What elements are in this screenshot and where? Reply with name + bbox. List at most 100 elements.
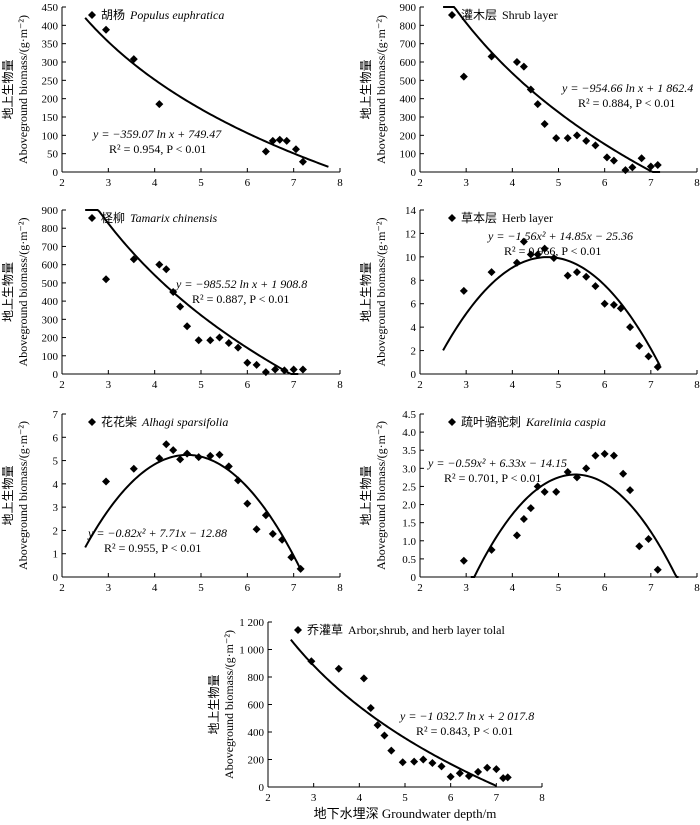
data-point <box>626 323 635 332</box>
y-tick-label: 400 <box>42 296 59 308</box>
y-tick-label: 2 <box>53 525 59 537</box>
x-tick-label: 3 <box>463 177 469 189</box>
data-point <box>176 302 185 311</box>
y-tick-label: 0 <box>53 572 59 584</box>
data-point <box>289 365 298 374</box>
y-axis-label-en: Aboveground biomass/(g·m⁻²) <box>16 15 30 164</box>
y-tick-label: 400 <box>248 727 265 739</box>
data-point <box>334 664 343 673</box>
data-point <box>268 529 277 538</box>
panel-title-zh: 灌木层 <box>461 8 497 22</box>
data-point <box>252 360 261 369</box>
data-point <box>533 250 542 259</box>
y-tick-label: 100 <box>42 351 59 363</box>
y-tick-label: 0 <box>53 167 59 179</box>
data-point <box>644 352 653 361</box>
y-tick-label: 1 <box>53 549 59 561</box>
x-tick-label: 6 <box>448 792 454 804</box>
y-tick-label: 2.5 <box>402 481 416 493</box>
fit-r2: R² = 0.887, P < 0.01 <box>192 292 289 306</box>
y-tick-label: 7 <box>53 409 59 421</box>
x-tick-label: 8 <box>337 177 343 189</box>
data-point <box>487 52 496 61</box>
y-tick-label: 5 <box>53 456 59 468</box>
fit-r2: R² = 0.701, P < 0.01 <box>444 471 541 485</box>
data-point <box>155 454 164 463</box>
data-point <box>183 322 192 331</box>
y-axis-label-zh: 地上生物量 <box>1 262 15 322</box>
chart-panel-2: 0 100 200 300 400 500 600 700 800 900 2 3 4 5 6 7 8 地上生物量… <box>359 2 700 189</box>
y-axis-label-en: Aboveground biomass/(g·m⁻²) <box>16 218 30 367</box>
data-point <box>268 136 277 145</box>
data-point <box>512 531 521 540</box>
panel-title-zh: 乔灌草 <box>307 623 343 637</box>
x-tick-label: 2 <box>265 792 271 804</box>
data-point <box>215 333 224 342</box>
fit-equation: y = −359.07 ln x + 749.47 <box>92 127 222 141</box>
data-point <box>298 365 307 374</box>
data-point <box>176 455 185 464</box>
x-tick-label: 5 <box>556 379 562 391</box>
fit-equation: y = −954.66 ln x + 1 862.4 <box>561 81 693 95</box>
y-axis-label-en: Aboveground biomass/(g·m⁻²) <box>374 218 388 367</box>
data-point <box>572 268 581 277</box>
legend-marker <box>448 418 456 426</box>
data-point <box>129 55 138 64</box>
x-tick-label: 8 <box>337 379 343 391</box>
legend-marker <box>448 214 456 222</box>
fit-equation: y = −985.52 ln x + 1 908.8 <box>175 277 307 291</box>
panel-title-en: Herb layer <box>502 211 553 225</box>
data-point <box>512 58 521 66</box>
data-point <box>261 368 270 377</box>
data-point <box>234 343 243 352</box>
data-point <box>428 758 437 767</box>
data-point <box>483 763 492 772</box>
data-point <box>563 134 572 143</box>
data-point <box>653 161 662 170</box>
y-tick-label: 0 <box>259 782 265 794</box>
y-tick-label: 100 <box>400 149 417 161</box>
fit-curve <box>442 256 661 367</box>
data-point <box>224 462 233 471</box>
x-tick-label: 5 <box>556 177 562 189</box>
x-tick-label: 8 <box>539 792 545 804</box>
data-point <box>540 244 549 253</box>
data-point <box>552 134 561 143</box>
y-tick-label: 14 <box>405 205 417 217</box>
data-point <box>653 362 662 371</box>
data-point <box>206 336 215 345</box>
data-point <box>591 141 600 150</box>
data-point <box>653 565 662 574</box>
x-tick-label: 7 <box>494 792 500 804</box>
y-tick-label: 800 <box>42 223 59 235</box>
x-tick-label: 7 <box>648 177 654 189</box>
y-tick-label: 600 <box>248 700 265 712</box>
y-tick-label: 1.0 <box>402 536 416 548</box>
x-tick-label: 5 <box>198 582 204 594</box>
y-axis-label-en: Aboveground biomass/(g·m⁻²) <box>374 421 388 570</box>
y-tick-label: 700 <box>400 39 417 51</box>
y-axis-label-zh: 地上生物量 <box>359 465 373 525</box>
x-tick-label: 6 <box>245 177 251 189</box>
data-point <box>162 265 171 274</box>
data-point <box>252 525 261 534</box>
y-tick-label: 350 <box>42 39 59 51</box>
y-tick-label: 700 <box>42 241 59 253</box>
y-tick-label: 200 <box>42 333 59 345</box>
data-point <box>194 453 203 462</box>
x-tick-label: 3 <box>463 582 469 594</box>
x-tick-label: 8 <box>694 177 700 189</box>
data-point <box>129 464 138 473</box>
fit-curve <box>84 17 329 168</box>
data-point <box>102 275 111 284</box>
fit-equation: y = −0.82x² + 7.71x − 12.88 <box>87 526 227 540</box>
data-point <box>280 366 289 375</box>
data-point <box>600 449 609 458</box>
data-point <box>282 136 291 145</box>
y-tick-label: 450 <box>42 2 59 14</box>
data-point <box>398 758 407 767</box>
panel-title-en: Arbor,shrub, and herb layer tolal <box>348 623 505 637</box>
data-point <box>243 358 252 367</box>
